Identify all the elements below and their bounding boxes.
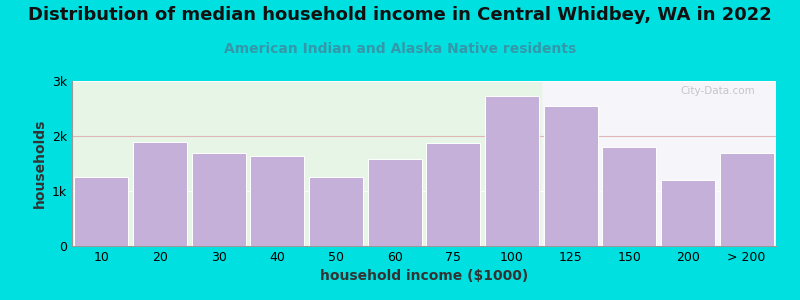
Bar [661, 180, 715, 246]
Bar [72, 81, 542, 246]
Bar [74, 177, 128, 246]
Y-axis label: households: households [33, 119, 46, 208]
Bar [485, 96, 539, 246]
Text: City-Data.com: City-Data.com [680, 86, 755, 96]
Text: Distribution of median household income in Central Whidbey, WA in 2022: Distribution of median household income … [28, 6, 772, 24]
Bar [544, 106, 598, 246]
Text: American Indian and Alaska Native residents: American Indian and Alaska Native reside… [224, 42, 576, 56]
Bar [309, 177, 363, 246]
X-axis label: household income ($1000): household income ($1000) [320, 269, 528, 284]
Bar [133, 142, 187, 246]
Bar [250, 156, 304, 246]
Bar [720, 152, 774, 246]
Bar [602, 147, 656, 246]
Bar [192, 152, 246, 246]
Bar [368, 159, 422, 246]
Bar [426, 142, 480, 246]
